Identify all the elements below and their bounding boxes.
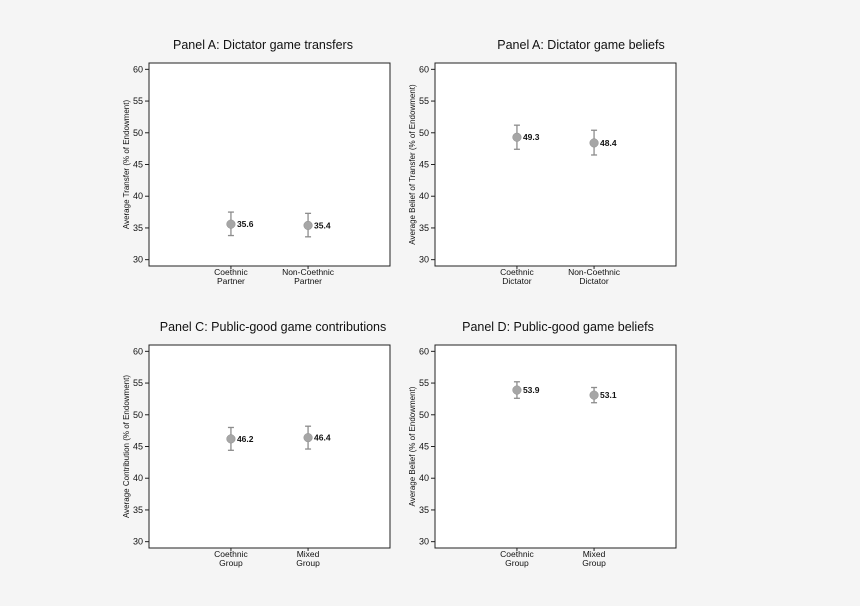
data-label: 35.4 [314,220,331,230]
y-tick-label: 35 [133,505,143,515]
y-tick-label: 40 [419,473,429,483]
x-tick-label: Non-Coethnic [568,267,621,277]
y-tick-label: 45 [133,160,143,170]
x-tick-label: Non-Coethnic [282,267,335,277]
data-point [303,220,313,230]
y-tick-label: 40 [133,191,143,201]
x-tick-label: Coethnic [500,549,534,559]
y-axis-label: Average Contribution (% of Endowment) [122,375,131,518]
data-point [512,385,522,395]
plot-frame [434,344,677,549]
plot-frame [434,62,677,267]
panel-title: Panel D: Public-good game beliefs [462,320,654,334]
panel-2: Panel A: Dictator game beliefs 30 35 40 45 50… [408,38,677,286]
y-tick-label: 50 [133,410,143,420]
panel-1: Panel A: Dictator game transfers 30 35 40 45… [122,38,391,286]
y-tick-label: 30 [133,255,143,265]
x-tick-label: Partner [217,276,245,286]
y-tick-label: 40 [419,191,429,201]
y-tick-label: 50 [133,128,143,138]
panel-3: Panel C: Public-good game contributions 3… [122,320,391,568]
y-tick-label: 35 [419,223,429,233]
x-tick-label: Group [296,558,320,568]
y-tick-label: 60 [133,64,143,74]
data-label: 48.4 [600,138,617,148]
y-tick-label: 60 [133,346,143,356]
y-tick-label: 60 [419,346,429,356]
y-tick-label: 30 [133,537,143,547]
y-tick-label: 50 [419,410,429,420]
x-tick-label: Group [505,558,529,568]
x-tick-label: Dictator [579,276,608,286]
y-tick-label: 35 [133,223,143,233]
x-tick-label: Partner [294,276,322,286]
data-label: 49.3 [523,132,540,142]
data-point [303,433,313,443]
data-point [589,138,599,148]
y-tick-label: 45 [133,442,143,452]
data-label: 53.1 [600,390,617,400]
y-tick-label: 40 [133,473,143,483]
y-tick-label: 30 [419,255,429,265]
panel-title: Panel C: Public-good game contributions [160,320,387,334]
plot-frame [148,344,391,549]
data-point [226,219,236,229]
y-axis-label: Average Transfer (% of Endowment) [122,100,131,230]
y-tick-label: 55 [419,96,429,106]
y-tick-label: 55 [419,378,429,388]
data-point [226,434,236,444]
y-tick-label: 60 [419,64,429,74]
data-label: 35.6 [237,219,254,229]
y-tick-label: 45 [419,442,429,452]
y-tick-label: 55 [133,378,143,388]
plot-frame [148,62,391,267]
x-tick-label: Dictator [502,276,531,286]
y-tick-label: 55 [133,96,143,106]
panel-title: Panel A: Dictator game beliefs [497,38,664,52]
data-label: 46.4 [314,433,331,443]
x-tick-label: Mixed [583,549,606,559]
x-tick-label: Group [219,558,243,568]
y-axis-label: Average Belief (% of Endowment) [408,386,417,506]
y-tick-label: 45 [419,160,429,170]
panel-title: Panel A: Dictator game transfers [173,38,353,52]
x-tick-label: Coethnic [214,549,248,559]
data-point [512,132,522,142]
y-tick-label: 50 [419,128,429,138]
x-tick-label: Coethnic [500,267,534,277]
x-tick-label: Group [582,558,606,568]
y-tick-label: 30 [419,537,429,547]
y-axis-label: Average Belief of Transfer (% of Endowme… [408,84,417,245]
y-tick-label: 35 [419,505,429,515]
data-point [589,390,599,400]
x-tick-label: Mixed [297,549,320,559]
x-tick-label: Coethnic [214,267,248,277]
data-label: 46.2 [237,434,254,444]
panel-4: Panel D: Public-good game beliefs 30 35 40 4… [408,320,677,568]
data-label: 53.9 [523,385,540,395]
